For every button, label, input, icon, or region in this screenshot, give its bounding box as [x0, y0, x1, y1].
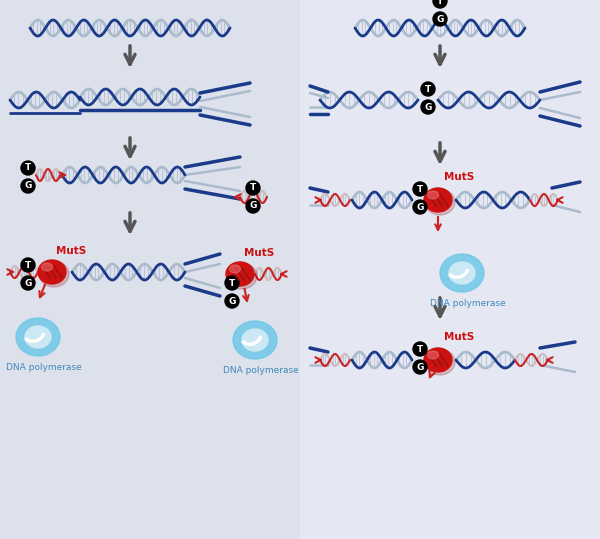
Circle shape: [421, 100, 435, 114]
Bar: [300, 0, 600, 539]
Circle shape: [246, 199, 260, 213]
Ellipse shape: [229, 265, 241, 273]
Text: T: T: [229, 279, 235, 287]
Ellipse shape: [449, 262, 475, 284]
Circle shape: [21, 258, 35, 272]
Text: MutS: MutS: [444, 172, 474, 182]
Text: DNA polymerase: DNA polymerase: [223, 366, 299, 375]
Text: G: G: [25, 279, 32, 287]
Circle shape: [225, 276, 239, 290]
Text: MutS: MutS: [56, 246, 86, 256]
Text: T: T: [437, 0, 443, 5]
Text: G: G: [25, 182, 32, 190]
Ellipse shape: [424, 348, 452, 372]
Circle shape: [421, 82, 435, 96]
Text: T: T: [417, 344, 423, 354]
Ellipse shape: [39, 261, 69, 287]
Circle shape: [246, 181, 260, 195]
Text: G: G: [250, 202, 257, 211]
Text: MutS: MutS: [244, 248, 274, 258]
Circle shape: [413, 200, 427, 214]
Text: MutS: MutS: [444, 332, 474, 342]
Ellipse shape: [16, 318, 60, 356]
Text: T: T: [250, 183, 256, 192]
Text: G: G: [416, 203, 424, 211]
Text: G: G: [424, 102, 431, 112]
Text: G: G: [436, 15, 443, 24]
Text: T: T: [417, 184, 423, 194]
Circle shape: [225, 294, 239, 308]
Ellipse shape: [425, 349, 455, 375]
Ellipse shape: [41, 263, 53, 271]
Ellipse shape: [233, 321, 277, 359]
Circle shape: [413, 182, 427, 196]
Ellipse shape: [424, 188, 452, 212]
Text: T: T: [25, 260, 31, 270]
Text: DNA polymerase: DNA polymerase: [430, 299, 506, 308]
Circle shape: [21, 179, 35, 193]
Bar: [0, 0, 300, 539]
Circle shape: [433, 12, 447, 26]
Circle shape: [21, 276, 35, 290]
Ellipse shape: [227, 263, 257, 289]
Ellipse shape: [427, 191, 439, 199]
Text: G: G: [416, 363, 424, 371]
Ellipse shape: [38, 260, 66, 284]
Text: G: G: [229, 296, 236, 306]
Ellipse shape: [25, 326, 51, 348]
Text: T: T: [25, 163, 31, 172]
Ellipse shape: [427, 351, 439, 359]
Text: T: T: [425, 85, 431, 93]
Ellipse shape: [242, 329, 268, 351]
Ellipse shape: [440, 254, 484, 292]
Circle shape: [413, 342, 427, 356]
Ellipse shape: [226, 262, 254, 286]
Circle shape: [21, 161, 35, 175]
Circle shape: [433, 0, 447, 8]
Ellipse shape: [425, 189, 455, 215]
Circle shape: [413, 360, 427, 374]
Text: DNA polymerase: DNA polymerase: [6, 363, 82, 372]
